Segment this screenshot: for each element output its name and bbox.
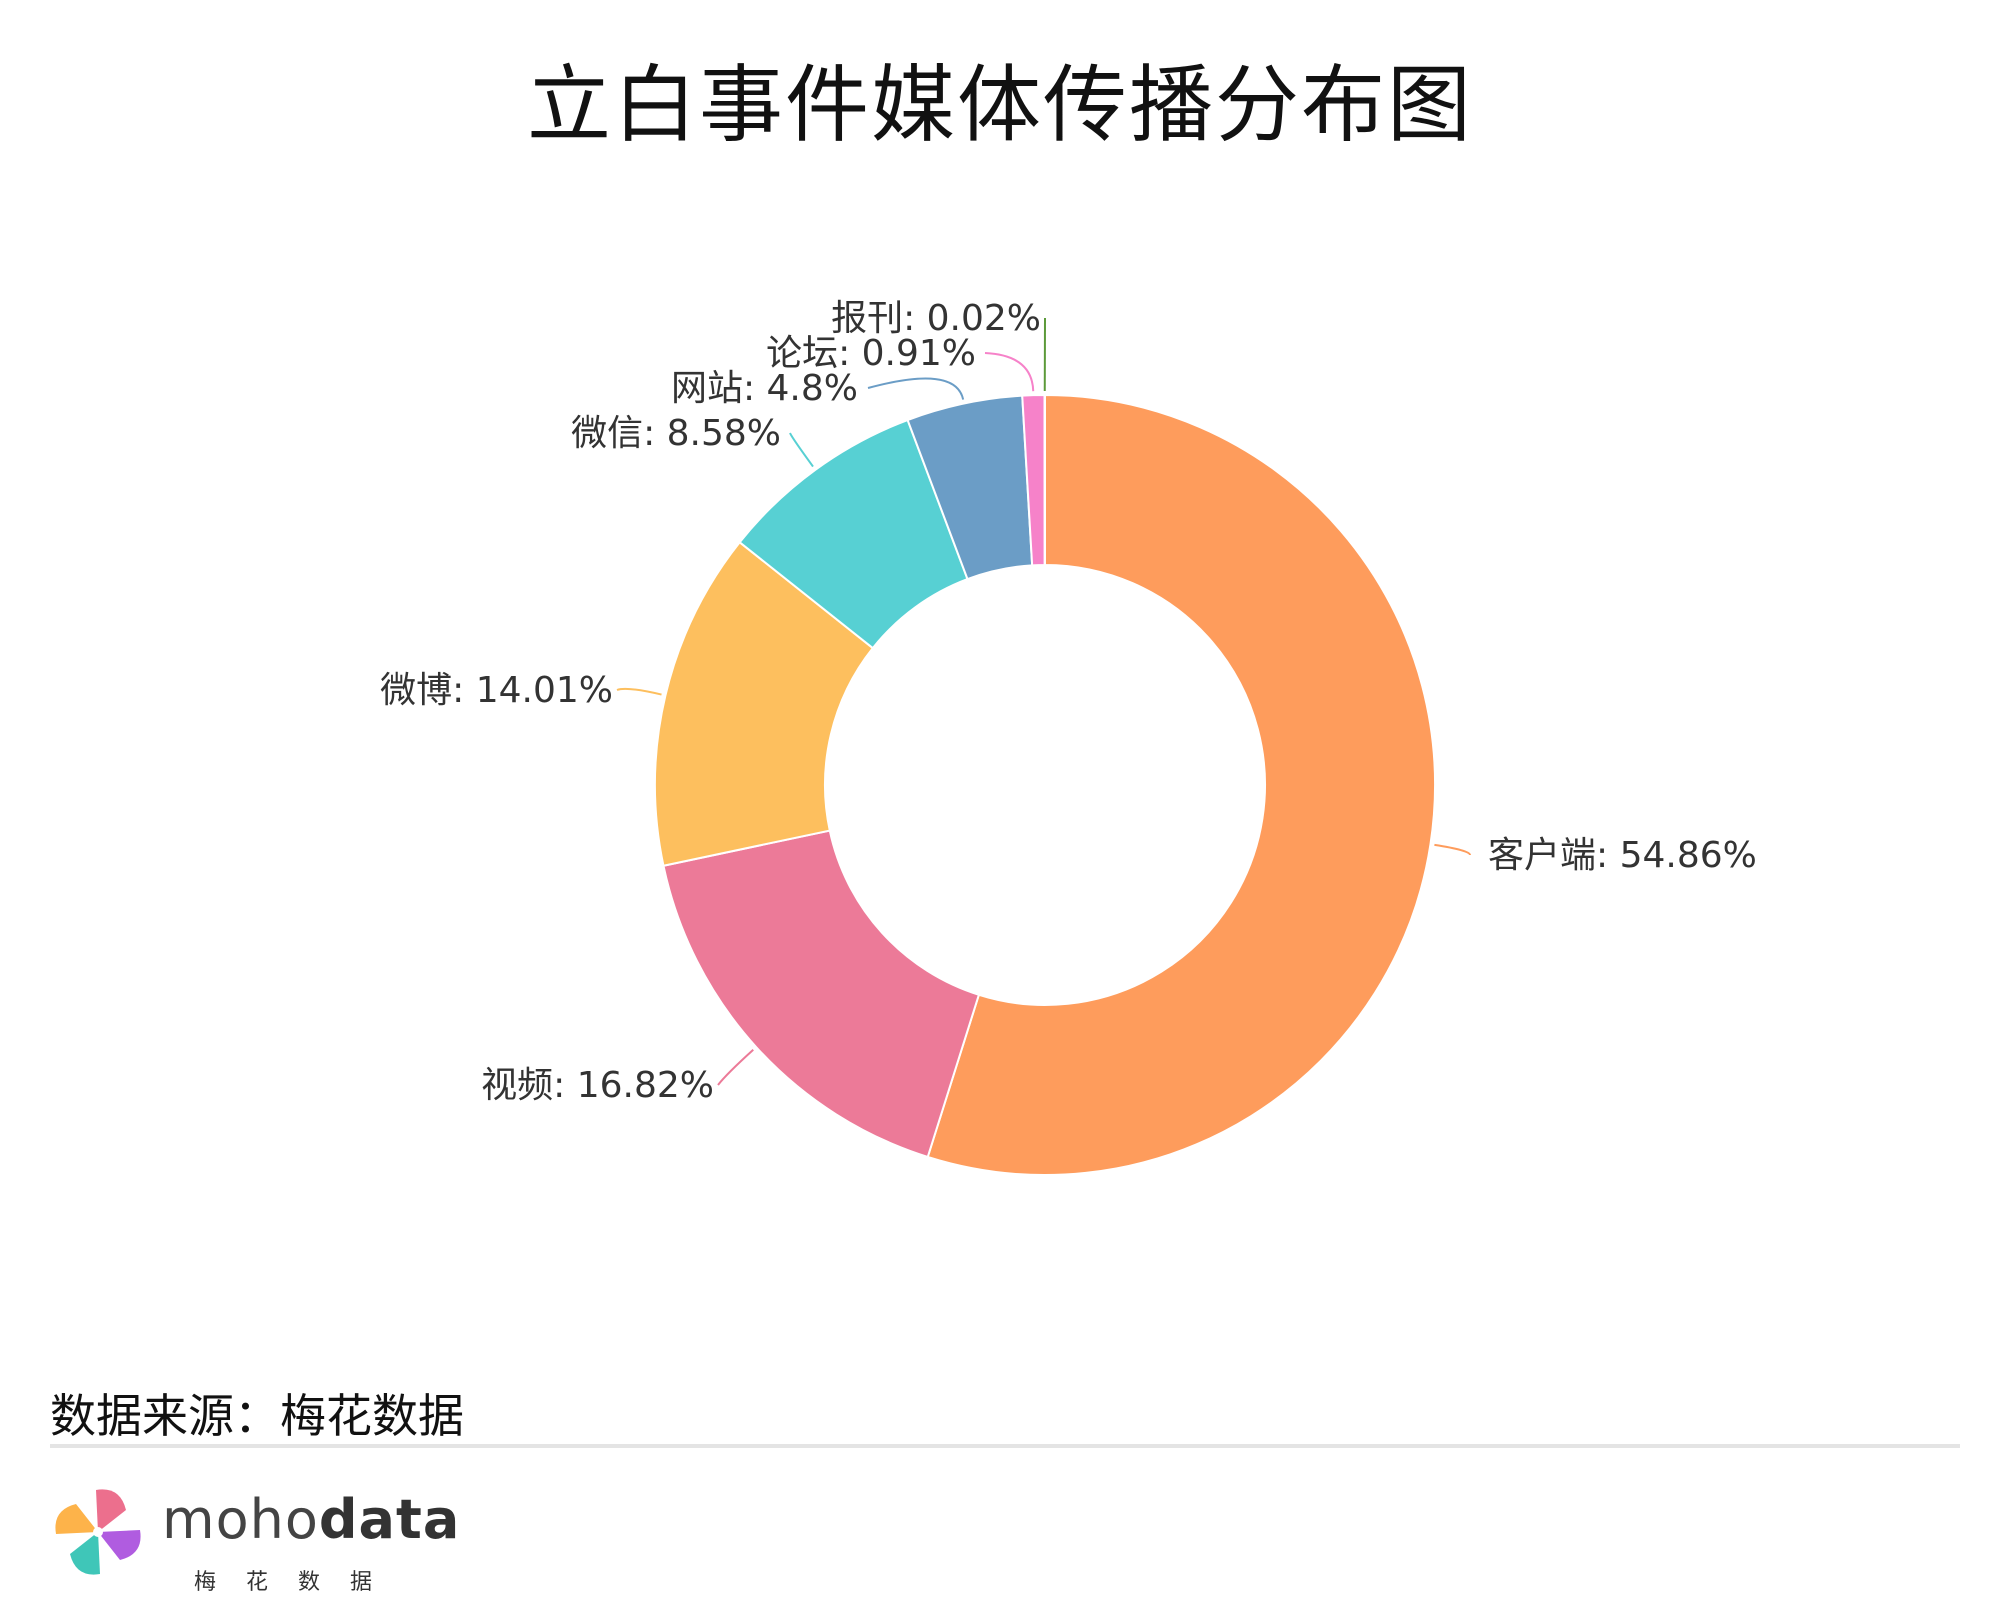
leader-line-0 <box>1434 843 1471 856</box>
pinwheel-icon <box>55 1489 141 1575</box>
data-source: 数据来源：梅花数据 <box>50 1389 464 1443</box>
chart-title: 立白事件媒体传播分布图 <box>526 56 1473 154</box>
leader-line-3 <box>789 432 814 468</box>
slice-label-3: 微信: 8.58% <box>571 413 781 454</box>
slice-1 <box>662 829 981 1159</box>
slice-label-2: 微博: 14.01% <box>380 670 613 711</box>
slice-label-0: 客户端: 54.86% <box>1488 835 1757 876</box>
brand-name: mohodata <box>162 1488 460 1551</box>
slice-label-5: 论坛: 0.91% <box>766 333 976 374</box>
leader-line-2 <box>616 687 662 696</box>
donut-chart: 客户端: 54.86% 视频: 16.82% 微博: 14.01% 微信: 8.58%… <box>380 298 1757 1176</box>
slice-label-4: 网站: 4.8% <box>671 368 858 409</box>
slice-0 <box>926 393 1436 1176</box>
brand-name-light: moho <box>162 1488 319 1551</box>
slice-label-6: 报刊: 0.02% <box>831 298 1041 339</box>
leader-line-4 <box>867 377 965 400</box>
brand-name-bold: data <box>318 1488 461 1551</box>
leader-line-1 <box>717 1049 754 1086</box>
brand-logo: mohodata 梅花数据 <box>48 1482 459 1595</box>
footer-divider <box>50 1444 1960 1448</box>
slice-label-1: 视频: 16.82% <box>481 1065 714 1106</box>
brand-subtitle: 梅花数据 <box>194 1570 403 1595</box>
leader-line-5 <box>984 352 1035 392</box>
slice-2 <box>654 540 875 867</box>
